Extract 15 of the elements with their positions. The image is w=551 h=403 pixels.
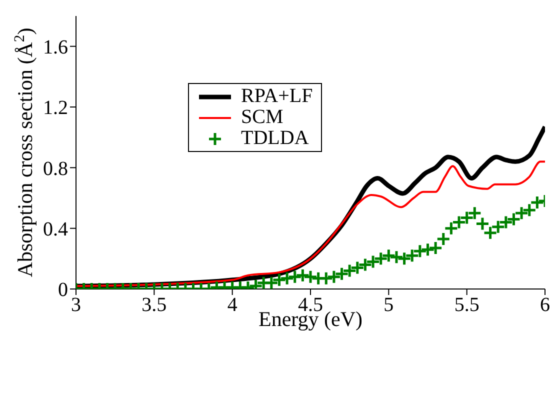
line-series <box>76 160 545 287</box>
legend-label: TDLDA <box>241 127 309 149</box>
x-tick-label: 6 <box>540 294 550 316</box>
x-tick-label: 4 <box>227 294 238 316</box>
y-tick-label: 1.2 <box>43 97 68 120</box>
y-tick-label: 0.8 <box>43 158 68 180</box>
legend-label: SCM <box>241 106 284 128</box>
legend-label: RPA+LF <box>241 85 313 107</box>
x-tick-label: 3.5 <box>142 294 167 316</box>
y-tick-label: 1.6 <box>43 36 68 58</box>
x-tick-label: 5 <box>384 294 394 316</box>
y-tick-label: 0 <box>58 279 68 302</box>
x-tick-label: 3 <box>71 294 81 316</box>
y-tick-label: 0.4 <box>43 218 68 240</box>
x-tick-label: 5.5 <box>454 294 480 316</box>
